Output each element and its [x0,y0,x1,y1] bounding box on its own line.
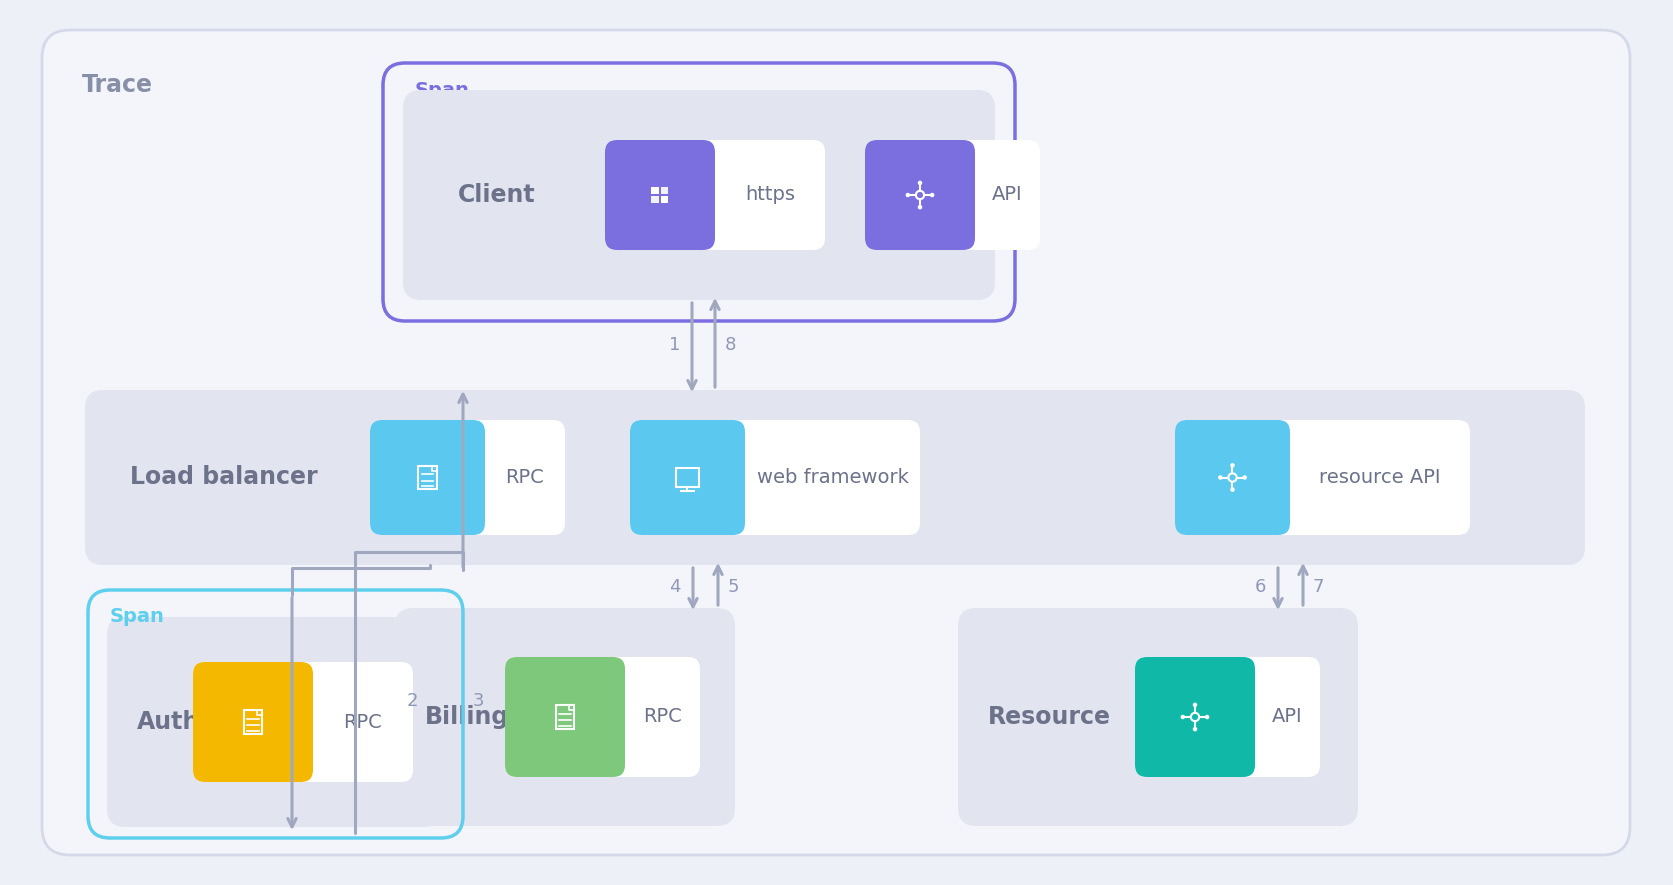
FancyBboxPatch shape [631,420,920,535]
Circle shape [918,205,922,210]
FancyBboxPatch shape [370,420,485,535]
Circle shape [1193,727,1198,731]
Bar [651,187,659,194]
FancyBboxPatch shape [192,662,313,782]
Bar [661,187,669,194]
Text: Auth: Auth [137,710,201,734]
Text: RPC: RPC [343,712,383,732]
Bar [555,705,574,729]
Text: 8: 8 [724,336,736,354]
Text: web framework: web framework [756,468,908,487]
FancyBboxPatch shape [505,657,699,777]
FancyBboxPatch shape [1174,420,1290,535]
Text: Billing: Billing [425,705,509,729]
Text: API: API [992,186,1022,204]
Circle shape [1205,715,1210,720]
Text: Client: Client [458,183,535,207]
FancyBboxPatch shape [370,420,565,535]
Bar [661,196,669,204]
Bar [418,466,437,489]
Text: RPC: RPC [505,468,544,487]
Text: 2: 2 [407,692,418,711]
FancyBboxPatch shape [403,90,995,300]
FancyBboxPatch shape [192,662,413,782]
FancyBboxPatch shape [1134,657,1320,777]
Circle shape [1181,715,1184,720]
FancyBboxPatch shape [865,140,975,250]
Text: Span: Span [415,81,470,101]
Circle shape [918,181,922,185]
Circle shape [1230,488,1235,492]
Text: Resource: Resource [989,705,1111,729]
FancyBboxPatch shape [606,140,825,250]
Text: 7: 7 [1313,578,1325,596]
Text: Trace: Trace [82,73,152,97]
Circle shape [930,193,935,197]
Circle shape [1193,703,1198,707]
FancyBboxPatch shape [1134,657,1255,777]
Bar [244,710,263,734]
Text: 3: 3 [473,692,485,711]
Text: API: API [1271,707,1303,727]
FancyBboxPatch shape [85,390,1584,565]
FancyBboxPatch shape [42,30,1630,855]
Text: 5: 5 [728,578,739,596]
FancyBboxPatch shape [959,608,1358,826]
FancyBboxPatch shape [395,608,734,826]
Text: RPC: RPC [642,707,683,727]
Circle shape [1230,463,1235,467]
Text: Span: Span [110,607,166,627]
FancyBboxPatch shape [1174,420,1471,535]
Circle shape [1218,475,1223,480]
Text: 1: 1 [669,336,679,354]
Text: Load balancer: Load balancer [130,466,318,489]
Text: https: https [744,186,795,204]
Bar [651,196,659,204]
FancyBboxPatch shape [631,420,744,535]
Text: 4: 4 [669,578,681,596]
Text: resource API: resource API [1320,468,1440,487]
FancyBboxPatch shape [107,617,442,827]
Circle shape [905,193,910,197]
FancyBboxPatch shape [606,140,714,250]
Circle shape [1243,475,1246,480]
Bar [676,468,699,487]
Text: 6: 6 [1255,578,1266,596]
FancyBboxPatch shape [865,140,1041,250]
FancyBboxPatch shape [505,657,626,777]
